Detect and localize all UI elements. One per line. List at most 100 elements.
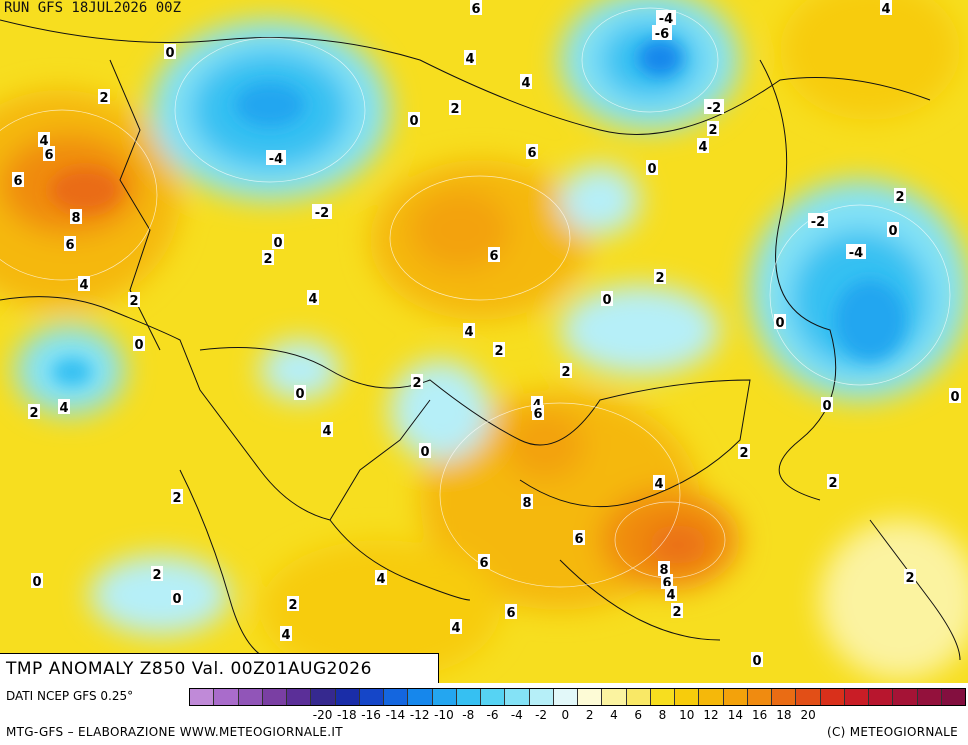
anomaly-label-bg	[38, 132, 50, 147]
anomaly-label: 0	[602, 293, 611, 308]
color-swatch	[602, 689, 627, 705]
anomaly-label: 2	[152, 568, 161, 583]
contour-lines	[0, 7, 951, 588]
anomaly-label-bg	[707, 121, 719, 136]
anomaly-label-bg	[478, 554, 490, 569]
anomaly-label: 2	[29, 406, 38, 421]
anomaly-label-bg	[532, 405, 544, 420]
anomaly-label: 0	[165, 46, 174, 61]
anomaly-label: -4	[659, 12, 673, 27]
scale-tick-label: 20	[800, 708, 816, 722]
color-swatch	[626, 689, 651, 705]
anomaly-label-bg	[808, 213, 828, 228]
scale-tick-label: -4	[510, 708, 523, 722]
color-swatch	[675, 689, 700, 705]
anomaly-label-bg	[408, 112, 420, 127]
anomaly-label: 4	[79, 278, 88, 293]
color-swatch	[650, 689, 675, 705]
anomaly-label: 2	[412, 376, 421, 391]
anomaly-label: 4	[376, 572, 385, 587]
anomaly-label: 6	[533, 407, 542, 422]
anomaly-label: 8	[522, 496, 531, 511]
anomaly-label-bg	[463, 323, 475, 338]
anomaly-label: 4	[698, 140, 707, 155]
color-swatch	[384, 689, 409, 705]
anomaly-label: 2	[263, 252, 272, 267]
anomaly-label-bg	[526, 144, 538, 159]
anomaly-label: 6	[471, 2, 480, 17]
anomaly-label: 4	[465, 52, 474, 67]
anomaly-label-bg	[827, 474, 839, 489]
anomaly-label-bg	[78, 276, 90, 291]
anomaly-label-bg	[287, 596, 299, 611]
color-swatch	[723, 689, 748, 705]
scale-tick-label: -18	[337, 708, 357, 722]
anomaly-label-bg	[665, 586, 677, 601]
anomaly-label: 6	[506, 606, 515, 621]
color-swatch	[893, 689, 918, 705]
anomaly-label-bg	[661, 574, 673, 589]
anomaly-label-bg	[375, 570, 387, 585]
anomaly-label: 2	[905, 571, 914, 586]
anomaly-label: 0	[420, 445, 429, 460]
anomaly-label-bg	[262, 250, 274, 265]
color-swatch	[432, 689, 457, 705]
anomaly-label: 0	[950, 390, 959, 405]
color-swatch	[262, 689, 287, 705]
anomaly-label-bg	[601, 291, 613, 306]
anomaly-label-bg	[307, 290, 319, 305]
color-swatch	[941, 689, 965, 705]
anomaly-label-bg	[98, 89, 110, 104]
scale-tick-label: -20	[312, 708, 333, 722]
anomaly-label: 0	[752, 654, 761, 669]
anomaly-label-bg	[171, 590, 183, 605]
anomaly-label-bg	[646, 160, 658, 175]
anomaly-label: 0	[409, 114, 418, 129]
color-swatch	[747, 689, 772, 705]
anomaly-label-bg	[450, 619, 462, 634]
anomaly-label: -2	[811, 215, 825, 230]
anomaly-label: 4	[59, 401, 68, 416]
anomaly-label: 4	[464, 325, 473, 340]
anomaly-label: -2	[315, 206, 329, 221]
anomaly-label-bg	[573, 530, 585, 545]
color-swatch	[238, 689, 263, 705]
anomaly-label-bg	[266, 150, 286, 165]
color-scale-bar	[189, 688, 966, 706]
anomaly-label: 0	[134, 338, 143, 353]
anomaly-label-bg	[894, 188, 906, 203]
anomaly-label: 0	[273, 236, 282, 251]
anomaly-label: 6	[574, 532, 583, 547]
color-swatch	[820, 689, 845, 705]
scale-tick-label: 16	[751, 708, 768, 722]
color-swatch	[287, 689, 312, 705]
anomaly-label-bg	[43, 146, 55, 161]
anomaly-label: 0	[775, 316, 784, 331]
scale-tick-label: -12	[409, 708, 430, 722]
scale-tick-label: 8	[658, 708, 667, 722]
anomaly-label-bg	[493, 342, 505, 357]
anomaly-label-bg	[128, 292, 140, 307]
anomaly-label-bg	[321, 422, 333, 437]
scale-tick-label: 14	[727, 708, 743, 722]
anomaly-label-bg	[505, 604, 517, 619]
map-title-box: TMP ANOMALY Z850 Val. 00Z01AUG2026	[0, 653, 439, 683]
anomaly-label: -4	[269, 152, 283, 167]
legend-footer: DATI NCEP GFS 0.25° -20 -18 -16 -14 -12 -10 -8…	[0, 683, 968, 745]
anomaly-label: 4	[39, 134, 48, 149]
anomaly-label: 2	[99, 91, 108, 106]
anomaly-label-bg	[488, 247, 500, 262]
color-scale-ticks: -20 -18 -16 -14 -12 -10 -8 -6 -4 -2 0 2 4 6 8 10 12 14 16 1…	[189, 708, 966, 724]
anomaly-label: 0	[647, 162, 656, 177]
anomaly-label: 6	[662, 576, 671, 591]
scale-tick-label: 0	[561, 708, 570, 722]
anomaly-label-bg	[449, 100, 461, 115]
color-swatch	[311, 689, 336, 705]
anomaly-label: 6	[527, 146, 536, 161]
color-swatch	[335, 689, 360, 705]
anomaly-label: 4	[281, 628, 290, 643]
scale-tick-label: 2	[585, 708, 594, 722]
color-swatch	[214, 689, 239, 705]
